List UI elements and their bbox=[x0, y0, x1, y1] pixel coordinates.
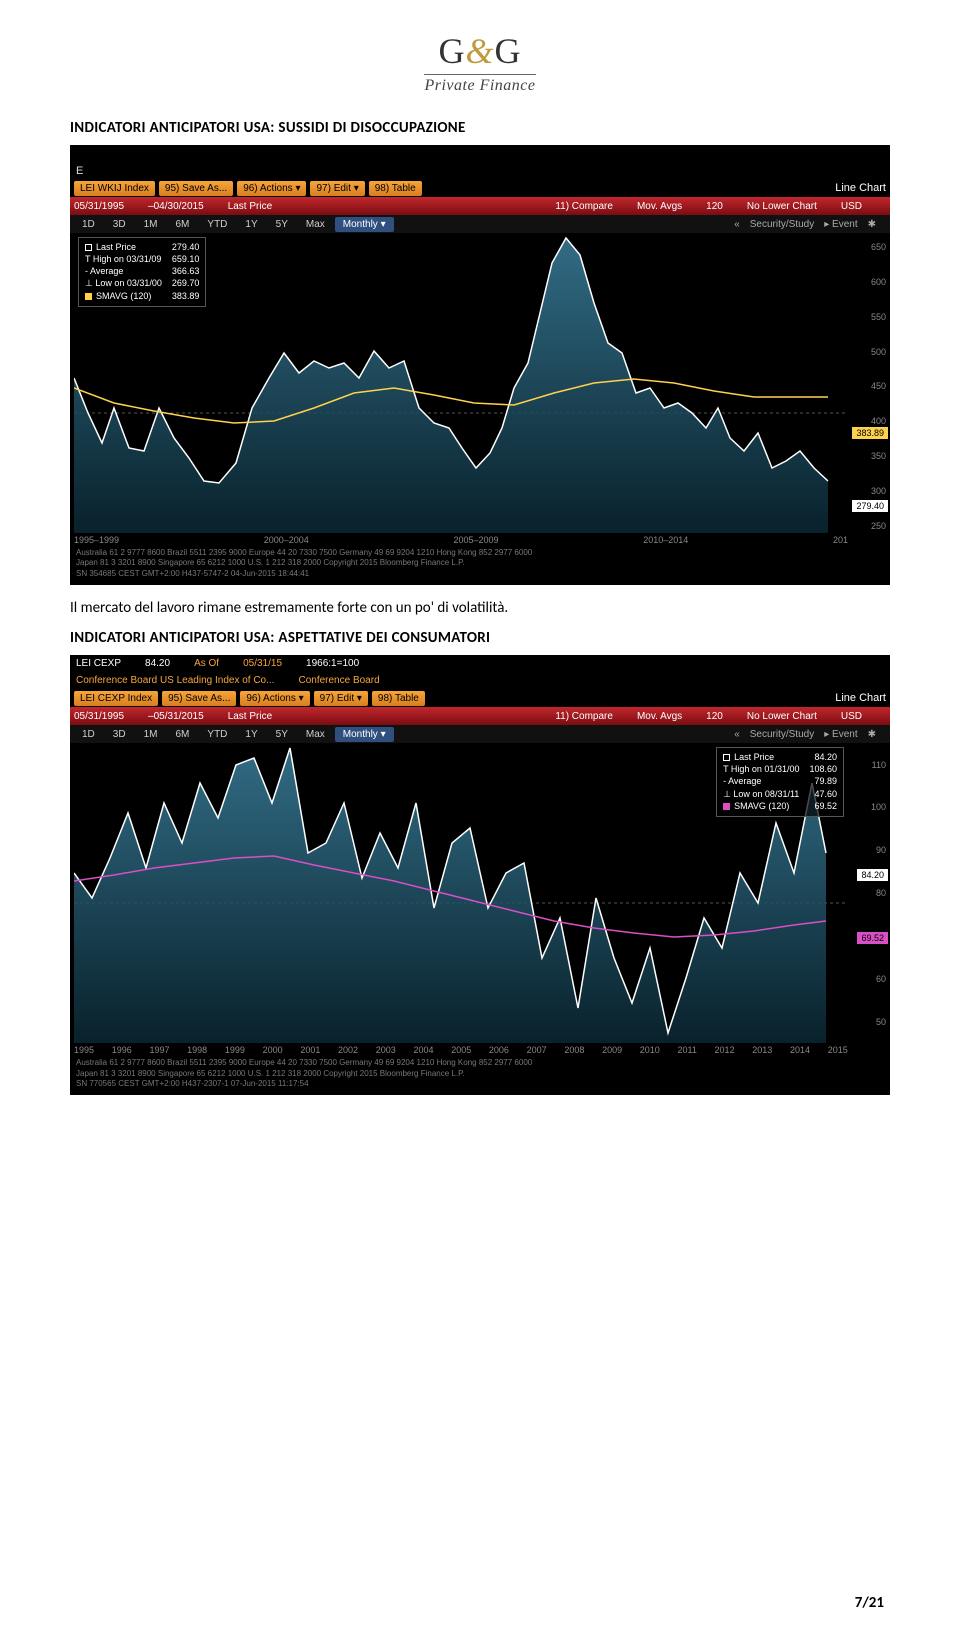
table-button[interactable]: 98) Table bbox=[369, 181, 422, 196]
back-icon[interactable]: « bbox=[734, 729, 740, 740]
movavg-value[interactable]: 120 bbox=[706, 711, 723, 722]
logo-sub: Private Finance bbox=[424, 74, 535, 95]
chart2-base: 1966:1=100 bbox=[306, 658, 359, 669]
chart1-y-axis: 650600550500450400350300250 bbox=[850, 233, 888, 533]
save-as-button[interactable]: 95) Save As... bbox=[162, 691, 236, 706]
chart2-asof: 05/31/15 bbox=[243, 658, 282, 669]
lp-label: Last Price bbox=[228, 201, 272, 212]
actions-button[interactable]: 96) Actions ▾ bbox=[240, 691, 309, 706]
logo-main: G&G bbox=[70, 30, 890, 72]
chart2-stat-box: Last Price84.20 T High on 01/31/00108.60… bbox=[716, 747, 844, 817]
tab-1d[interactable]: 1D bbox=[74, 217, 103, 232]
line-chart-label: Line Chart bbox=[835, 692, 886, 704]
chart2-price-tag: 84.20 bbox=[857, 869, 888, 881]
chart2-desc2b: Conference Board bbox=[298, 675, 379, 686]
chart2-asof-label: As Of bbox=[194, 658, 219, 669]
to-date[interactable]: 04/30/2015 bbox=[154, 201, 204, 212]
bloomberg-chart-1: E LEI WKIJ Index 95) Save As... 96) Acti… bbox=[70, 145, 890, 585]
tab-3d[interactable]: 3D bbox=[105, 217, 134, 232]
line-chart-label: Line Chart bbox=[835, 182, 886, 194]
table-button[interactable]: 98) Table bbox=[372, 691, 425, 706]
chart2-sma-tag: 69.52 bbox=[857, 932, 888, 944]
edit-button[interactable]: 97) Edit ▾ bbox=[314, 691, 368, 706]
tab-1m[interactable]: 1M bbox=[136, 727, 166, 742]
chart1-range-tabs: 1D 3D 1M 6M YTD 1Y 5Y Max Monthly ▾ « Se… bbox=[70, 215, 890, 233]
event-flag[interactable]: ▸ Event bbox=[824, 219, 857, 230]
logo-g2: G bbox=[495, 31, 522, 71]
chart2-toolbar: LEI CEXP Index 95) Save As... 96) Action… bbox=[70, 689, 890, 707]
chart2-ticker: LEI CEXP bbox=[76, 658, 121, 669]
page: G&G Private Finance INDICATORI ANTICIPAT… bbox=[0, 0, 960, 1127]
page-number: 7/21 bbox=[855, 1594, 884, 1612]
chart2-desc2a: Conference Board US Leading Index of Co.… bbox=[76, 675, 274, 686]
edit-button[interactable]: 97) Edit ▾ bbox=[310, 181, 364, 196]
bloomberg-chart-2: LEI CEXP 84.20 As Of 05/31/15 1966:1=100… bbox=[70, 655, 890, 1095]
movavg-label: Mov. Avgs bbox=[637, 711, 682, 722]
currency[interactable]: USD bbox=[841, 201, 862, 212]
chart2-footer: Australia 61 2 9777 8600 Brazil 5511 239… bbox=[70, 1055, 890, 1095]
settings-icon[interactable]: ✱ bbox=[868, 729, 876, 740]
chart2-plot[interactable]: Last Price84.20 T High on 01/31/00108.60… bbox=[74, 743, 848, 1043]
compare-menu[interactable]: 11) Compare bbox=[555, 201, 613, 212]
chart1-x-axis: 1995–19992000–20042005–20092010–2014201 bbox=[70, 533, 890, 545]
chart1-stat-box: Last Price279.40 T High on 03/31/09659.1… bbox=[78, 237, 206, 307]
chart1-plot-wrap: Last Price279.40 T High on 03/31/09659.1… bbox=[70, 233, 890, 533]
security-study[interactable]: Security/Study bbox=[750, 219, 814, 230]
chart2-val: 84.20 bbox=[145, 658, 170, 669]
lower-chart[interactable]: No Lower Chart bbox=[747, 201, 817, 212]
tab-1m[interactable]: 1M bbox=[136, 217, 166, 232]
chart2-x-axis: 1995199619971998199920002001200220032004… bbox=[70, 1043, 890, 1055]
tab-5y[interactable]: 5Y bbox=[268, 217, 296, 232]
settings-icon[interactable]: ✱ bbox=[868, 219, 876, 230]
logo-block: G&G Private Finance bbox=[70, 30, 890, 95]
index-chip[interactable]: LEI CEXP Index bbox=[74, 691, 158, 706]
chart1-toolbar: LEI WKIJ Index 95) Save As... 96) Action… bbox=[70, 179, 890, 197]
chart1-plot[interactable]: Last Price279.40 T High on 03/31/09659.1… bbox=[74, 233, 848, 533]
index-chip[interactable]: LEI WKIJ Index bbox=[74, 181, 155, 196]
chart2-y-axis: 1101009080706050 bbox=[850, 743, 888, 1043]
tab-6m[interactable]: 6M bbox=[168, 727, 198, 742]
tab-6m[interactable]: 6M bbox=[168, 217, 198, 232]
tab-ytd[interactable]: YTD bbox=[199, 727, 235, 742]
movavg-value[interactable]: 120 bbox=[706, 201, 723, 212]
lp-label: Last Price bbox=[228, 711, 272, 722]
compare-menu[interactable]: 11) Compare bbox=[555, 711, 613, 722]
tab-1d[interactable]: 1D bbox=[74, 727, 103, 742]
actions-button[interactable]: 96) Actions ▾ bbox=[237, 181, 306, 196]
currency[interactable]: USD bbox=[841, 711, 862, 722]
logo-g1: G bbox=[438, 31, 465, 71]
chart1-price-tag: 279.40 bbox=[852, 500, 888, 512]
event-flag[interactable]: ▸ Event bbox=[824, 729, 857, 740]
lower-chart[interactable]: No Lower Chart bbox=[747, 711, 817, 722]
chart1-footer: Australia 61 2 9777 8600 Brazil 5511 239… bbox=[70, 545, 890, 585]
section2-title: INDICATORI ANTICIPATORI USA: ASPETTATIVE… bbox=[70, 629, 890, 647]
body-text: Il mercato del lavoro rimane estremament… bbox=[70, 599, 890, 617]
tab-max[interactable]: Max bbox=[298, 217, 333, 232]
movavg-label: Mov. Avgs bbox=[637, 201, 682, 212]
tab-ytd[interactable]: YTD bbox=[199, 217, 235, 232]
tab-3d[interactable]: 3D bbox=[105, 727, 134, 742]
tab-monthly[interactable]: Monthly ▾ bbox=[335, 727, 394, 742]
security-study[interactable]: Security/Study bbox=[750, 729, 814, 740]
to-date[interactable]: 05/31/2015 bbox=[154, 711, 204, 722]
from-date[interactable]: 05/31/1995 bbox=[74, 711, 124, 722]
chart2-range-tabs: 1D 3D 1M 6M YTD 1Y 5Y Max Monthly ▾ « Se… bbox=[70, 725, 890, 743]
logo-amp: & bbox=[465, 31, 494, 71]
back-icon[interactable]: « bbox=[734, 219, 740, 230]
chart2-desc-1: LEI CEXP 84.20 As Of 05/31/15 1966:1=100 bbox=[70, 655, 890, 672]
chart1-sma-tag: 383.89 bbox=[852, 427, 888, 439]
from-date[interactable]: 05/31/1995 bbox=[74, 201, 124, 212]
chart1-red-row: 05/31/1995 – 04/30/2015 Last Price 11) C… bbox=[70, 197, 890, 215]
e-label: E bbox=[70, 161, 890, 179]
tab-1y[interactable]: 1Y bbox=[237, 727, 265, 742]
chart2-desc-2: Conference Board US Leading Index of Co.… bbox=[70, 672, 890, 689]
chart2-red-row: 05/31/1995 – 05/31/2015 Last Price 11) C… bbox=[70, 707, 890, 725]
save-as-button[interactable]: 95) Save As... bbox=[159, 181, 233, 196]
section1-title: INDICATORI ANTICIPATORI USA: SUSSIDI DI … bbox=[70, 119, 890, 137]
chart2-plot-wrap: Last Price84.20 T High on 01/31/00108.60… bbox=[70, 743, 890, 1043]
tab-monthly[interactable]: Monthly ▾ bbox=[335, 217, 394, 232]
tab-max[interactable]: Max bbox=[298, 727, 333, 742]
tab-1y[interactable]: 1Y bbox=[237, 217, 265, 232]
tab-5y[interactable]: 5Y bbox=[268, 727, 296, 742]
